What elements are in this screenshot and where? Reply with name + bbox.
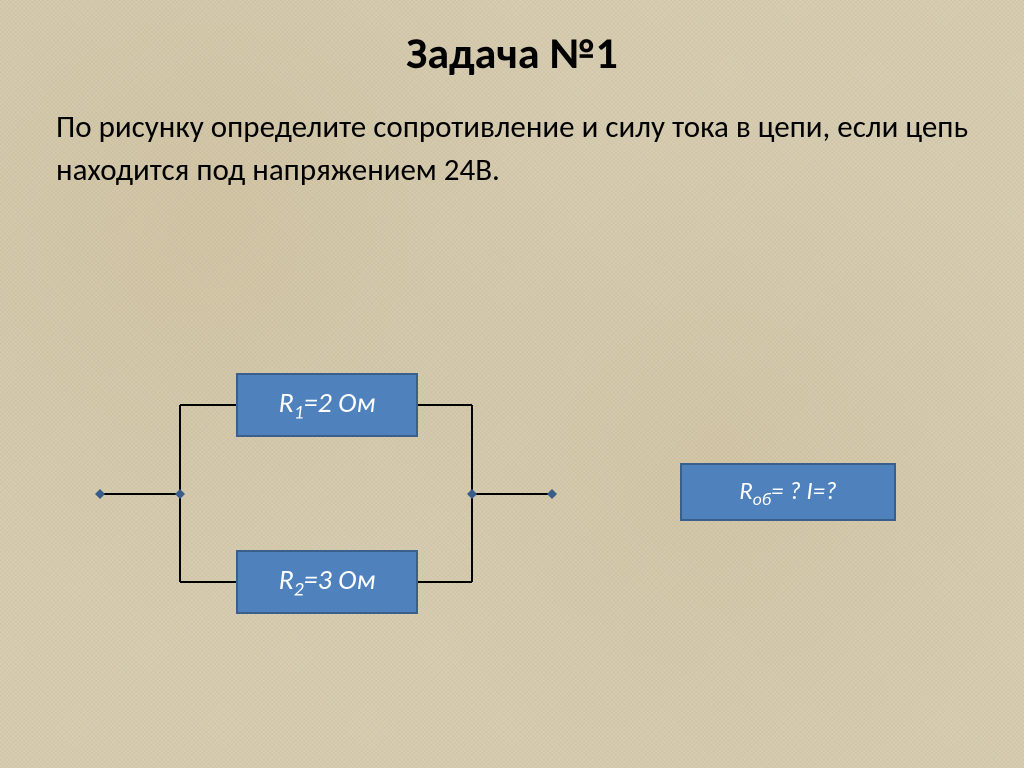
circuit-node (175, 489, 185, 499)
answer-label: Rоб= ? I=? (739, 475, 837, 510)
circuit-node (467, 489, 477, 499)
resistor-r2: R2=3 Ом (236, 550, 418, 614)
circuit-wires (0, 0, 1024, 768)
resistor-label: R2=3 Ом (279, 562, 376, 602)
circuit-node (547, 489, 557, 499)
resistor-label: R1=2 Ом (279, 385, 376, 425)
resistor-r1: R1=2 Ом (236, 373, 418, 437)
slide: Задача №1 По рисунку определите сопротив… (0, 0, 1024, 768)
answer-box: Rоб= ? I=? (680, 463, 896, 521)
circuit-node (95, 489, 105, 499)
